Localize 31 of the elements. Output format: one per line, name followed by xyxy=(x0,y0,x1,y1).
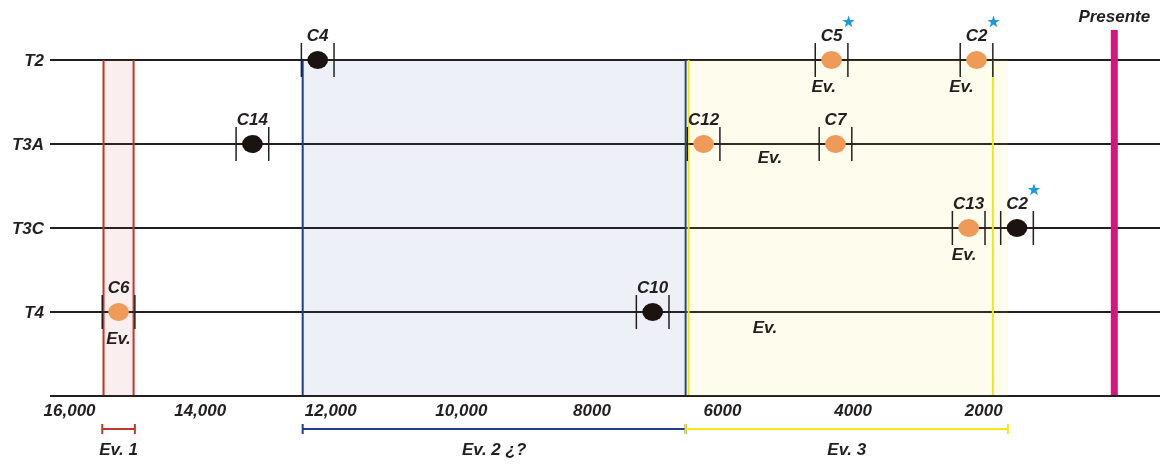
annotation: Ev. xyxy=(949,77,974,96)
annotation: Ev. xyxy=(951,245,977,264)
data-label: C7 xyxy=(824,110,848,129)
data-label: C2 xyxy=(965,26,988,45)
x-tick-label: 4000 xyxy=(833,401,873,420)
y-tick-label: T4 xyxy=(24,303,45,322)
y-tick-label: T3C xyxy=(11,219,45,238)
annotation: Ev. xyxy=(811,77,837,96)
x-tick-label: 14,000 xyxy=(174,401,227,420)
legend-label: Ev. 1 xyxy=(99,440,138,459)
band-label: Ev. 2 ¿? xyxy=(462,440,527,459)
x-tick-label: 10,000 xyxy=(435,401,488,420)
data-label: C4 xyxy=(306,26,330,45)
band-label: Ev. 3 xyxy=(827,440,867,459)
x-tick-label: 6000 xyxy=(703,401,742,420)
data-label: C14 xyxy=(236,110,269,129)
data-label: C5 xyxy=(820,26,843,45)
annotation: Ev. xyxy=(106,329,131,348)
y-tick-label: T2 xyxy=(24,51,45,70)
ref-line-label: Presente xyxy=(1078,7,1151,26)
x-tick-label: 2000 xyxy=(963,401,1004,420)
x-tick-label: 16,000 xyxy=(43,401,97,420)
annotation: Ev. xyxy=(752,318,778,337)
x-tick-label: 12,000 xyxy=(304,401,358,420)
data-label: C13 xyxy=(953,194,985,213)
data-label: C2 xyxy=(1006,194,1029,213)
x-tick-label: 8000 xyxy=(573,401,612,420)
data-label: C10 xyxy=(637,278,669,297)
annotation: Ev. xyxy=(757,148,783,167)
data-label: C6 xyxy=(107,278,130,297)
y-tick-label: T3A xyxy=(11,135,44,154)
